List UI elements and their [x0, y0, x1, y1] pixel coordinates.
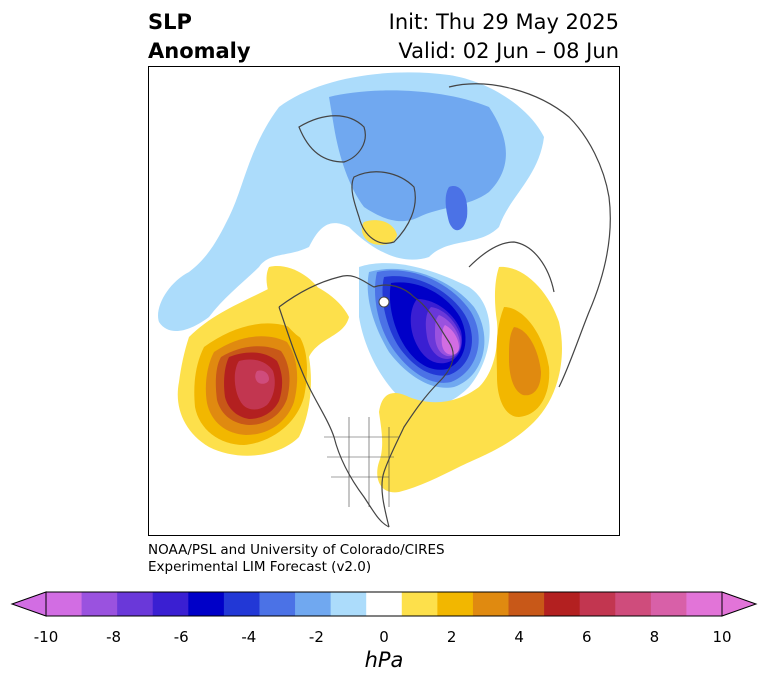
- title-line-anomaly: Anomaly: [148, 39, 251, 63]
- colorbar-segment: [188, 592, 225, 616]
- colorbar-max-arrow: [721, 591, 758, 617]
- colorbar-tick-label: -6: [173, 628, 189, 646]
- anomaly-neg-2-region: [329, 90, 506, 222]
- colorbar-segment: [401, 592, 438, 616]
- colorbar-segment: [437, 592, 474, 616]
- colorbar-segment: [579, 592, 616, 616]
- colorbar-segment: [152, 592, 189, 616]
- colorbar-segment: [117, 592, 154, 616]
- coastline-arctic-islands: [298, 115, 366, 163]
- anomaly-map: [158, 72, 611, 528]
- colorbar-segment: [686, 592, 723, 616]
- colorbar-segment: [472, 592, 510, 616]
- coastlines: [278, 83, 611, 528]
- colorbar-segment: [366, 592, 403, 616]
- colorbar-segment: [46, 592, 83, 616]
- anomaly-pos-7-pacific: [255, 370, 269, 384]
- colorbar-tick-label: 2: [446, 628, 457, 646]
- credit-text: NOAA/PSL and University of Colorado/CIRE…: [148, 542, 445, 576]
- anomaly-neg-9-region: [441, 325, 459, 355]
- colorbar-segment: [508, 592, 545, 616]
- colorbar-segment: [544, 592, 581, 616]
- colorbar-tick-label: -2: [308, 628, 324, 646]
- anomaly-pos-3-atlantic: [509, 327, 541, 396]
- credit-line-1: NOAA/PSL and University of Colorado/CIRE…: [148, 542, 445, 558]
- anomaly-neg-3-arctic: [445, 186, 468, 231]
- colorbar-segment: [81, 592, 118, 616]
- colorbar-outline: [45, 591, 723, 617]
- colorbar-segment: [259, 592, 296, 616]
- colorbar-segment: [223, 592, 260, 616]
- valid-range: Valid: 02 Jun – 08 Jun: [398, 39, 619, 63]
- colorbar-unit: hPa: [364, 648, 404, 672]
- us-state-borders: [324, 417, 399, 507]
- coastline-eurasia: [448, 83, 611, 388]
- map-title: SLP Anomaly: [148, 8, 251, 66]
- colorbar-tick-label: 6: [582, 628, 592, 646]
- anomaly-pos-1-westcoast: [266, 266, 326, 342]
- colorbar-segment: [330, 592, 367, 616]
- pole-marker: [378, 296, 390, 308]
- colorbar-tick-label: -10: [33, 628, 59, 646]
- colorbar-tick-label: 8: [649, 628, 660, 646]
- coastline-greenland: [351, 171, 416, 244]
- colorbar: [10, 591, 758, 617]
- credit-line-2: Experimental LIM Forecast (v2.0): [148, 559, 372, 575]
- forecast-dates: Init: Thu 29 May 2025 Valid: 02 Jun – 08…: [389, 8, 619, 66]
- init-date: Init: Thu 29 May 2025: [388, 10, 619, 34]
- colorbar-tick-label: 0: [379, 628, 389, 646]
- anomaly-pos-1-arctic: [361, 220, 397, 245]
- colorbar-segment: [650, 592, 687, 616]
- colorbar-tick-label: -4: [241, 628, 257, 646]
- colorbar-tick-label: 4: [514, 628, 524, 646]
- colorbar-segment: [615, 592, 652, 616]
- colorbar-segment: [295, 592, 332, 616]
- colorbar-min-arrow: [10, 591, 47, 617]
- colorbar-segments: [46, 592, 723, 616]
- colorbar-tick-label: -8: [106, 628, 122, 646]
- colorbar-tick-label: 10: [712, 628, 732, 646]
- map-panel: [148, 66, 620, 536]
- title-line-slp: SLP: [148, 10, 192, 34]
